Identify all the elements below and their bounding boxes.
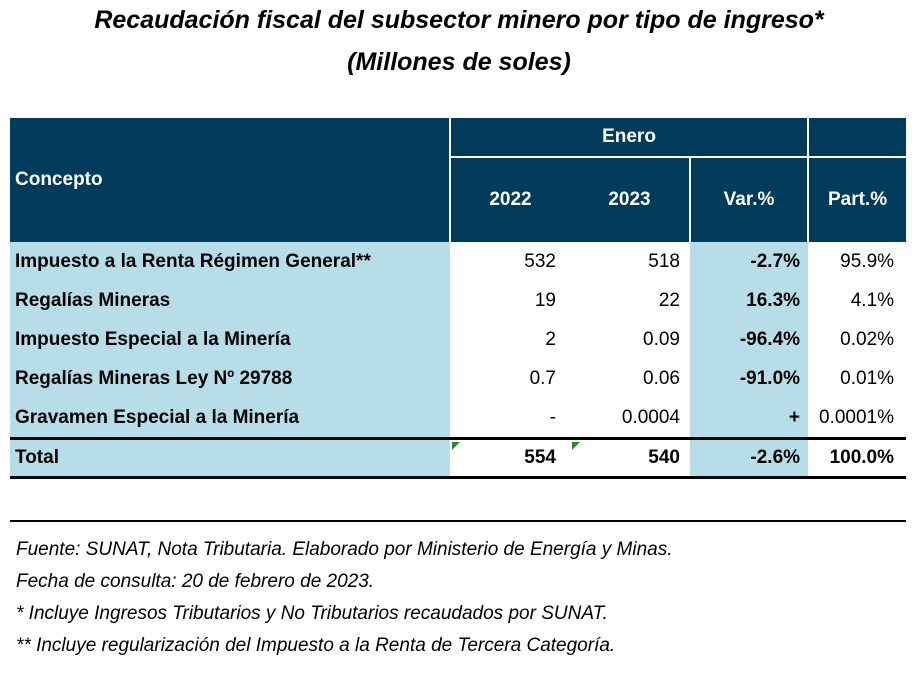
page-title: Recaudación fiscal del subsector minero … xyxy=(94,6,824,34)
row-value-2022: 532 xyxy=(450,242,570,281)
row-part: 0.02% xyxy=(808,320,907,359)
footnotes: Fuente: SUNAT, Nota Tributaria. Elaborad… xyxy=(16,534,906,662)
row-value-2023: 518 xyxy=(570,242,690,281)
total-value-2022: 554 xyxy=(450,437,570,479)
note-footnote-2: ** Incluye regularización del Impuesto a… xyxy=(16,635,616,656)
row-value-2022: 19 xyxy=(450,281,570,320)
header-concept: Concepto xyxy=(10,118,450,242)
table-row: Regalías Mineras 19 22 16.3% 4.1% xyxy=(10,281,907,320)
header-period: Enero xyxy=(448,118,809,158)
note-footnote-1: * Incluye Ingresos Tributarios y No Trib… xyxy=(16,603,608,624)
row-concept: Gravamen Especial a la Minería xyxy=(10,398,450,439)
row-var: + xyxy=(690,398,809,439)
row-value-2023: 22 xyxy=(570,281,690,320)
row-var: -96.4% xyxy=(690,320,809,359)
row-value-2022: 2 xyxy=(450,320,570,359)
note-source: Fuente: SUNAT, Nota Tributaria. Elaborad… xyxy=(16,539,673,560)
header-year-2023: 2023 xyxy=(570,157,690,242)
cell-marker-icon xyxy=(452,442,460,450)
row-value-2022: - xyxy=(450,398,570,439)
fiscal-revenue-table: Concepto Enero 2022 2023 Var.% Part.% Im… xyxy=(10,118,907,479)
total-part: 100.0% xyxy=(808,437,907,479)
row-var: 16.3% xyxy=(690,281,809,320)
table-row: Gravamen Especial a la Minería - 0.0004 … xyxy=(10,398,907,439)
row-part: 0.0001% xyxy=(808,398,907,439)
row-value-2022: 0.7 xyxy=(450,359,570,398)
total-concept: Total xyxy=(10,437,450,479)
table-row: Regalías Mineras Ley Nº 29788 0.7 0.06 -… xyxy=(10,359,907,398)
row-value-2023: 0.09 xyxy=(570,320,690,359)
row-concept: Regalías Mineras Ley Nº 29788 xyxy=(10,359,450,398)
cell-marker-icon xyxy=(572,442,580,450)
row-value-2023: 0.0004 xyxy=(570,398,690,439)
row-concept: Impuesto a la Renta Régimen General** xyxy=(10,242,450,281)
row-concept: Regalías Mineras xyxy=(10,281,450,320)
table-row: Impuesto a la Renta Régimen General** 53… xyxy=(10,242,907,281)
header-year-2022: 2022 xyxy=(449,157,570,242)
total-var: -2.6% xyxy=(690,437,809,479)
note-date: Fecha de consulta: 20 de febrero de 2023… xyxy=(16,571,375,592)
table-row: Impuesto Especial a la Minería 2 0.09 -9… xyxy=(10,320,907,359)
row-part: 4.1% xyxy=(808,281,907,320)
row-part: 95.9% xyxy=(808,242,907,281)
row-var: -2.7% xyxy=(690,242,809,281)
row-value-2023: 0.06 xyxy=(570,359,690,398)
page-subtitle: (Millones de soles) xyxy=(347,48,571,76)
header-blank xyxy=(807,118,907,158)
total-value-2023: 540 xyxy=(570,437,690,479)
notes-divider xyxy=(10,520,906,522)
table-total-row: Total 554 540 -2.6% 100.0% xyxy=(10,437,907,479)
row-part: 0.01% xyxy=(808,359,907,398)
row-concept: Impuesto Especial a la Minería xyxy=(10,320,450,359)
header-part: Part.% xyxy=(807,157,907,242)
header-var: Var.% xyxy=(688,157,809,242)
row-var: -91.0% xyxy=(690,359,809,398)
